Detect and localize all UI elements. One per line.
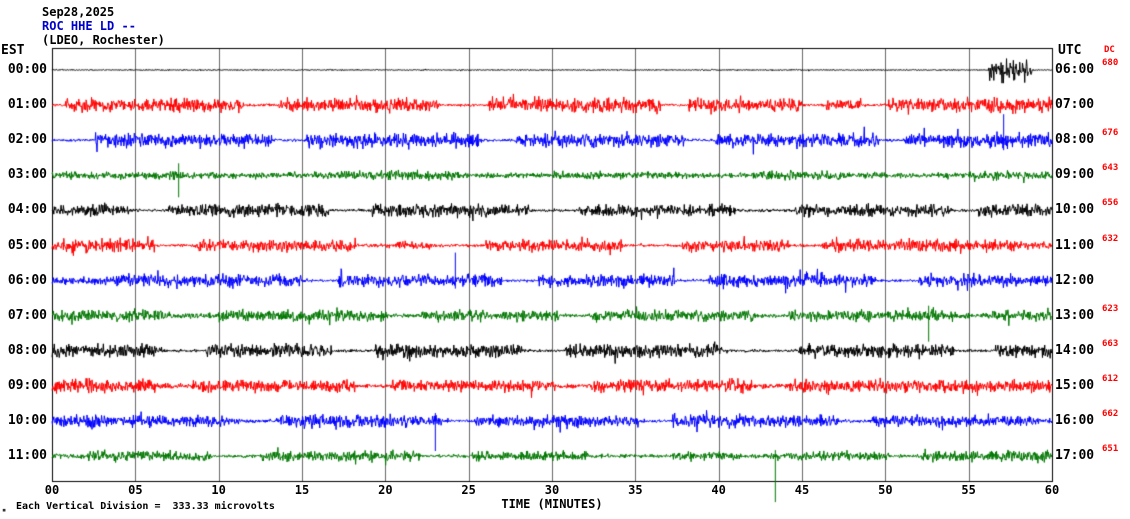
x-tick-label: 55 bbox=[961, 483, 976, 497]
utc-hour-label: 17:00 bbox=[1055, 448, 1095, 464]
dc-value: 643 bbox=[1102, 163, 1119, 174]
corner-mark: ▪ bbox=[2, 506, 7, 514]
x-tick-label: 60 bbox=[1044, 483, 1060, 497]
x-tick-label: 05 bbox=[128, 483, 143, 497]
utc-hour-label: 07:00 bbox=[1055, 97, 1095, 113]
est-hour-label: 11:00 bbox=[7, 448, 47, 464]
x-tick-label: 10 bbox=[211, 483, 226, 497]
x-tick-label: 20 bbox=[378, 483, 393, 497]
est-hour-label: 07:00 bbox=[7, 307, 47, 323]
utc-hour-label: 08:00 bbox=[1055, 132, 1095, 148]
dc-value: 662 bbox=[1102, 409, 1119, 419]
utc-hour-label: 14:00 bbox=[1055, 342, 1095, 358]
x-axis-title: TIME (MINUTES) bbox=[501, 497, 603, 511]
dc-value: 656 bbox=[1102, 198, 1119, 209]
est-hour-label: 09:00 bbox=[7, 377, 47, 393]
x-tick-label: 50 bbox=[878, 483, 893, 497]
x-tick-label: 35 bbox=[628, 483, 643, 497]
header-station-code: ROC HHE LD -- bbox=[42, 19, 136, 33]
est-hour-label: 04:00 bbox=[7, 202, 47, 218]
left-timezone-label: EST bbox=[1, 43, 25, 58]
utc-hour-label: 09:00 bbox=[1055, 167, 1095, 183]
est-hour-label: 05:00 bbox=[7, 237, 47, 253]
x-tick-label: 40 bbox=[711, 483, 726, 497]
est-hour-label: 08:00 bbox=[7, 342, 47, 358]
est-hour-label: 01:00 bbox=[7, 97, 47, 113]
x-tick-label: 30 bbox=[544, 483, 560, 497]
dc-value: 680 bbox=[1102, 58, 1119, 68]
dc-value: 623 bbox=[1102, 303, 1119, 314]
utc-hour-label: 15:00 bbox=[1055, 377, 1095, 393]
utc-hour-label: 16:00 bbox=[1055, 413, 1095, 428]
header-date: Sep28,2025 bbox=[42, 5, 115, 19]
dc-value: 663 bbox=[1102, 338, 1119, 349]
dc-value: 612 bbox=[1102, 373, 1119, 384]
utc-hour-label: 10:00 bbox=[1055, 202, 1095, 218]
est-hour-label: 00:00 bbox=[7, 62, 47, 77]
x-tick-label: 45 bbox=[794, 483, 810, 497]
header-location: (LDEO, Rochester) bbox=[42, 33, 165, 47]
utc-hour-label: 11:00 bbox=[1055, 237, 1095, 253]
x-tick-label: 00 bbox=[44, 483, 60, 497]
utc-hour-label: 06:00 bbox=[1055, 62, 1095, 77]
utc-hour-label: 13:00 bbox=[1055, 307, 1095, 323]
est-hour-label: 02:00 bbox=[7, 132, 47, 148]
x-tick-label: 15 bbox=[294, 483, 310, 497]
utc-hour-label: 12:00 bbox=[1055, 272, 1095, 288]
est-hour-label: 03:00 bbox=[7, 167, 47, 183]
right-timezone-label: UTC bbox=[1058, 43, 1082, 58]
est-hour-label: 10:00 bbox=[7, 413, 47, 428]
dc-column-label: DC bbox=[1104, 45, 1115, 55]
x-tick-label: 25 bbox=[461, 483, 476, 497]
est-hour-label: 06:00 bbox=[7, 272, 47, 288]
dc-value: 632 bbox=[1102, 233, 1119, 244]
dc-value: 651 bbox=[1102, 444, 1119, 455]
scale-note: Each Vertical Division = 333.33 microvol… bbox=[16, 501, 275, 512]
dc-value: 676 bbox=[1102, 128, 1119, 139]
